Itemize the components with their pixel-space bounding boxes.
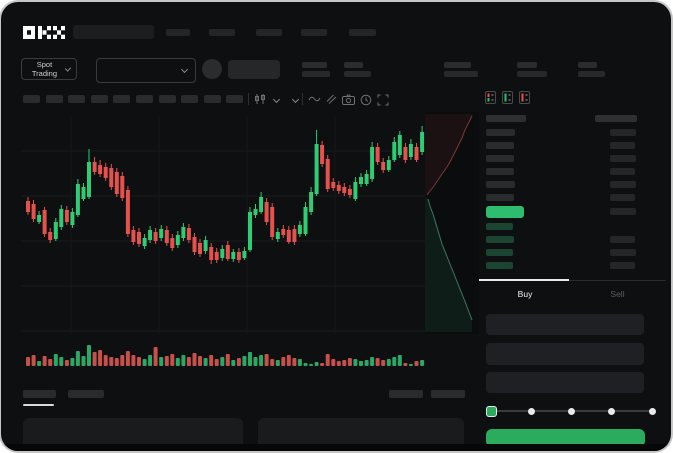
orderbook-header-price xyxy=(486,115,526,122)
ask-amount-bar[interactable] xyxy=(610,155,636,162)
ask-price-bar[interactable] xyxy=(486,129,515,136)
bottom-tab-underline xyxy=(23,404,54,406)
interval-button[interactable] xyxy=(226,95,244,103)
book-bids-view-icon[interactable] xyxy=(502,91,513,104)
clock-icon[interactable] xyxy=(360,94,372,106)
interval-button[interactable] xyxy=(113,95,131,103)
ask-amount-bar[interactable] xyxy=(610,181,636,188)
okx-logo[interactable] xyxy=(23,26,65,44)
slider-handle[interactable] xyxy=(486,406,497,417)
nav-item[interactable] xyxy=(256,29,282,36)
slider-stop[interactable] xyxy=(608,407,616,415)
interval-button[interactable] xyxy=(136,95,153,103)
interval-button[interactable] xyxy=(68,95,86,103)
ask-amount-bar[interactable] xyxy=(610,142,635,149)
slider-stop[interactable] xyxy=(648,407,656,415)
camera-icon[interactable] xyxy=(342,94,355,105)
pair-name-placeholder xyxy=(228,60,280,79)
pair-dropdown[interactable] xyxy=(96,58,196,83)
bottom-panel xyxy=(258,418,464,450)
interval-button[interactable] xyxy=(45,95,63,103)
last-price-amount-bar xyxy=(610,208,636,215)
buy-submit-button[interactable] xyxy=(486,429,645,447)
order-input-field[interactable] xyxy=(486,372,644,393)
stat-label-placeholder xyxy=(302,62,327,68)
last-price-bar[interactable] xyxy=(486,206,524,218)
bid-amount-bar[interactable] xyxy=(610,249,636,256)
nav-item[interactable] xyxy=(301,29,327,36)
ask-amount-bar[interactable] xyxy=(610,194,635,201)
market-type-selector[interactable]: Spot Trading xyxy=(21,58,77,80)
tab-bar-divider xyxy=(569,280,666,281)
book-split-view-icon[interactable] xyxy=(485,91,496,104)
ask-price-bar[interactable] xyxy=(486,168,514,175)
ask-price-bar[interactable] xyxy=(486,142,514,149)
slider-stop[interactable] xyxy=(527,407,535,415)
stat-value-placeholder xyxy=(344,71,371,77)
ask-amount-bar[interactable] xyxy=(610,129,636,136)
interval-button[interactable] xyxy=(90,95,108,103)
fullscreen-icon[interactable] xyxy=(377,94,389,106)
stat-value-placeholder xyxy=(517,71,547,77)
stat-label-placeholder xyxy=(578,62,597,68)
chevron-down-icon xyxy=(64,64,72,72)
toolbar-divider xyxy=(302,93,303,105)
bottom-tab[interactable] xyxy=(68,390,104,398)
interval-button[interactable] xyxy=(158,95,176,103)
nav-item[interactable] xyxy=(166,29,190,36)
stat-label-placeholder xyxy=(517,62,537,68)
book-asks-view-icon[interactable] xyxy=(519,91,530,104)
stat-value-placeholder xyxy=(578,71,605,77)
bottom-panel xyxy=(23,418,243,450)
global-search-input[interactable] xyxy=(73,25,154,39)
bottom-action[interactable] xyxy=(389,390,423,398)
pair-avatar xyxy=(202,59,222,79)
tab-sell[interactable]: Sell xyxy=(610,289,625,299)
order-input-field[interactable] xyxy=(486,314,644,335)
chevron-down-icon xyxy=(180,65,189,74)
bid-price-bar[interactable] xyxy=(486,223,513,230)
ask-price-bar[interactable] xyxy=(486,181,515,188)
slider-stop[interactable] xyxy=(568,407,575,415)
interval-button[interactable] xyxy=(181,95,199,103)
bid-amount-bar[interactable] xyxy=(610,262,635,269)
orderbook-header-amount xyxy=(595,115,637,122)
interval-button[interactable] xyxy=(23,95,40,103)
nav-item[interactable] xyxy=(209,29,235,36)
bid-amount-bar[interactable] xyxy=(610,236,635,243)
tab-buy[interactable]: Buy xyxy=(517,289,533,299)
interval-button[interactable] xyxy=(203,95,221,103)
bottom-action[interactable] xyxy=(431,390,465,398)
line-style-icon[interactable] xyxy=(308,94,321,104)
bottom-tab[interactable] xyxy=(23,390,56,398)
ask-price-bar[interactable] xyxy=(486,194,514,201)
stat-label-placeholder xyxy=(444,62,471,68)
order-input-field[interactable] xyxy=(486,343,644,365)
compare-icon[interactable] xyxy=(325,93,337,105)
stat-label-placeholder xyxy=(344,62,363,68)
bid-price-bar[interactable] xyxy=(486,262,513,269)
nav-item[interactable] xyxy=(349,29,376,36)
stat-value-placeholder xyxy=(302,71,330,77)
ask-amount-bar[interactable] xyxy=(610,168,635,175)
chart-style-icon[interactable] xyxy=(254,93,266,105)
ask-price-bar[interactable] xyxy=(486,155,514,162)
stat-value-placeholder xyxy=(444,71,478,77)
bid-price-bar[interactable] xyxy=(486,236,514,243)
toolbar-divider xyxy=(248,93,249,105)
active-tab-indicator xyxy=(479,279,569,281)
market-type-label: Spot Trading xyxy=(31,60,58,78)
bid-price-bar[interactable] xyxy=(486,249,513,256)
